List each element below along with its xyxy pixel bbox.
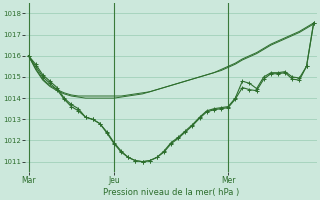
X-axis label: Pression niveau de la mer( hPa ): Pression niveau de la mer( hPa ) <box>103 188 239 197</box>
